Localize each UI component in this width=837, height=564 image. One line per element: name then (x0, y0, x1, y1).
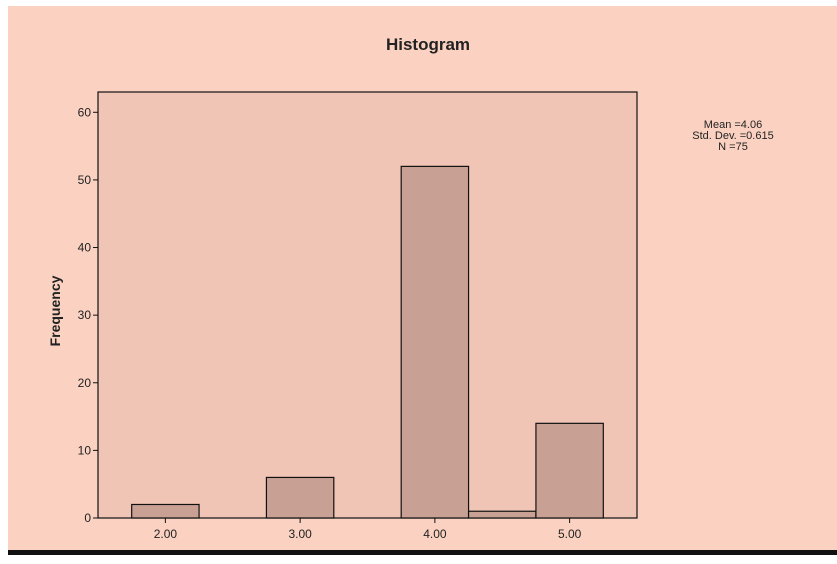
x-tick-label: 5.00 (558, 527, 582, 541)
x-tick-label: 2.00 (154, 527, 178, 541)
y-tick-label: 20 (78, 376, 92, 390)
stats-line: N =75 (718, 141, 748, 153)
histogram-bar (131, 503, 200, 519)
stats-line: Mean =4.06 (704, 119, 762, 131)
y-tick-label: 40 (78, 241, 92, 255)
y-axis: 0 10 20 30 40 50 60 (78, 105, 98, 525)
chart-canvas: Histogram Frequency 0 10 20 30 40 50 60 2.00 3.… (8, 6, 837, 550)
bars-layer (131, 165, 604, 519)
histogram-bar (467, 510, 537, 519)
chart-title: Histogram (386, 35, 470, 54)
histogram-bar (400, 165, 470, 519)
y-tick-label: 10 (78, 443, 92, 457)
y-axis-label: Frequency (47, 275, 63, 346)
y-tick-label: 60 (78, 105, 92, 119)
histogram-bar (265, 476, 335, 519)
x-tick-label: 3.00 (288, 527, 312, 541)
x-axis: 2.00 3.00 4.00 5.00 (154, 518, 582, 541)
x-tick-label: 4.00 (423, 527, 447, 541)
y-tick-label: 50 (78, 173, 92, 187)
histogram-chart: Histogram Frequency 0 10 20 30 40 50 60 2.00 3.… (47, 35, 774, 541)
y-tick-label: 0 (84, 511, 91, 525)
histogram-bar (535, 422, 604, 519)
y-tick-label: 30 (78, 308, 92, 322)
stats-line: Std. Dev. =0.615 (692, 130, 773, 142)
